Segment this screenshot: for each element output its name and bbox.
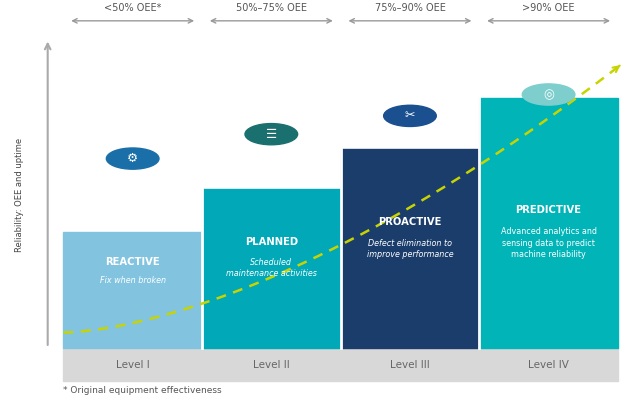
Text: ⚙: ⚙ bbox=[127, 152, 138, 165]
Text: PROACTIVE: PROACTIVE bbox=[378, 217, 441, 227]
Ellipse shape bbox=[522, 84, 575, 105]
Bar bbox=[340, 150, 479, 348]
Text: Scheduled
maintenance activities: Scheduled maintenance activities bbox=[226, 258, 317, 278]
Text: Level II: Level II bbox=[253, 360, 290, 370]
Text: Level IV: Level IV bbox=[528, 360, 569, 370]
Text: PREDICTIVE: PREDICTIVE bbox=[516, 205, 582, 215]
Ellipse shape bbox=[384, 105, 436, 126]
Text: Advanced analytics and
sensing data to predict
machine reliability: Advanced analytics and sensing data to p… bbox=[501, 227, 597, 259]
Text: 75%–90% OEE: 75%–90% OEE bbox=[374, 3, 445, 13]
Text: ✂: ✂ bbox=[404, 109, 415, 122]
Text: Reliability: OEE and uptime: Reliability: OEE and uptime bbox=[15, 138, 24, 252]
Text: Defect elimination to
improve performance: Defect elimination to improve performanc… bbox=[367, 238, 453, 259]
Text: Level III: Level III bbox=[390, 360, 430, 370]
Text: <50% OEE*: <50% OEE* bbox=[104, 3, 161, 13]
Bar bbox=[202, 189, 340, 348]
Text: REACTIVE: REACTIVE bbox=[106, 257, 160, 267]
Text: Level I: Level I bbox=[116, 360, 149, 370]
Bar bbox=[63, 232, 202, 348]
Bar bbox=[63, 348, 618, 382]
Text: PLANNED: PLANNED bbox=[245, 237, 298, 247]
Bar bbox=[479, 98, 618, 348]
Text: ☰: ☰ bbox=[266, 128, 277, 141]
Text: Fix when broken: Fix when broken bbox=[100, 276, 166, 285]
Text: ◎: ◎ bbox=[543, 88, 554, 101]
Text: * Original equipment effectiveness: * Original equipment effectiveness bbox=[63, 386, 222, 395]
Ellipse shape bbox=[106, 148, 159, 169]
Ellipse shape bbox=[245, 124, 298, 145]
Text: >90% OEE: >90% OEE bbox=[522, 3, 575, 13]
Text: 50%–75% OEE: 50%–75% OEE bbox=[236, 3, 307, 13]
